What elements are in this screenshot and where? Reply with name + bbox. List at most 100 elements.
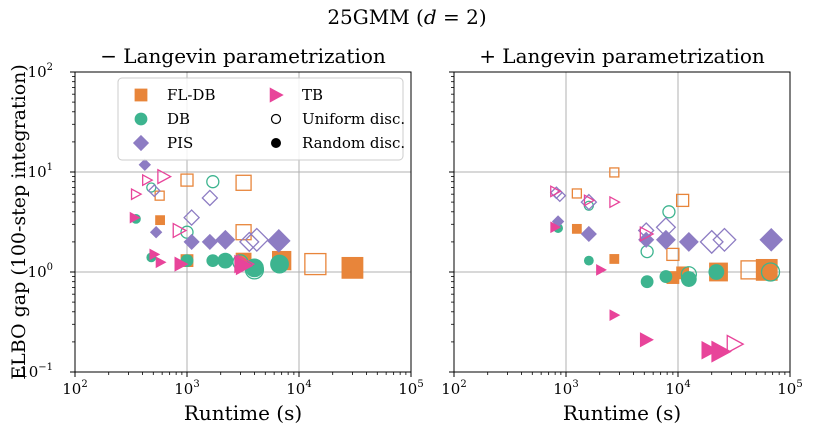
point-tb-random [596,264,607,276]
point-pis-random [201,233,218,250]
point-fl-db-uniform [571,188,583,199]
y-tick-label: 100 [28,262,53,281]
point-pis-uniform [244,227,269,252]
right-markers [549,167,784,363]
point-pis-uniform [183,209,201,227]
legend-tb-icon [269,87,284,103]
legend-label-uniform-disc: Uniform disc. [302,110,405,128]
point-tb-uniform [237,254,256,274]
point-db-uniform [180,225,194,239]
point-tb-uniform [172,222,188,239]
point-fl-db-uniform [235,174,252,191]
point-fl-db-random [571,223,582,234]
y-tick-label: 101 [28,162,53,181]
point-db-random [270,254,289,274]
y-tick-label: 10−1 [19,362,53,381]
right-panel-title: + Langevin parametrization [479,44,765,68]
x-tick-label: 105 [398,379,423,398]
point-pis-random [183,233,200,250]
x-tick-label: 105 [777,379,802,398]
ylabel: ELBO gap (100-step integration) [8,64,30,380]
point-pis-uniform [580,193,598,211]
point-tb-random [129,211,141,224]
x-tick-label: 104 [665,379,690,398]
left-axes-frame [74,71,412,373]
point-fl-db-uniform [180,173,194,187]
x-tick-label: 103 [553,379,578,398]
point-tb-random [149,248,161,261]
point-pis-random [138,158,151,172]
right-xlabel: Runtime (s) [563,401,681,425]
point-db-random [680,271,697,287]
x-tick-label: 104 [286,379,311,398]
x-tick-label: 103 [174,379,199,398]
point-tb-random [550,221,562,234]
point-tb-uniform [583,194,596,207]
point-db-random [206,254,220,268]
point-pis-random [580,225,597,243]
x-tick-label: 102 [441,379,466,398]
point-pis-uniform [147,184,161,198]
y-tick-label: 102 [28,62,53,81]
legend: FL-DB TB DB Uniform disc. PIS Random disc. [117,77,405,161]
point-tb-random [155,256,167,269]
legend-label-random-disc: Random disc. [302,134,405,152]
point-pis-random [266,229,291,253]
point-pis-random [215,229,236,250]
right-panel: + Langevin parametrization 102 103 104 105 … [441,44,802,425]
left-xlabel: Runtime (s) [184,401,302,425]
point-fl-db-uniform [304,252,327,276]
point-tb-random [235,256,254,276]
legend-frame [117,77,404,161]
legend-db-icon [134,112,148,126]
point-db-random [217,252,234,269]
point-tb-random [609,309,621,322]
point-db-uniform [640,244,654,259]
point-pis-uniform [699,229,724,255]
point-tb-uniform [609,195,621,209]
point-fl-db-uniform [235,224,252,241]
point-db-uniform [662,205,676,219]
legend-random-icon [271,138,281,148]
left-panel: − Langevin parametrization 102 103 104 1051… [8,44,424,425]
point-tb-uniform [130,187,143,201]
point-tb-random [174,256,189,272]
point-db-random [659,270,673,283]
legend-label-db: DB [167,110,190,128]
point-pis-uniform [239,231,260,253]
point-tb-uniform [639,225,655,242]
point-fl-db-random [155,215,165,226]
point-pis-random [678,231,699,252]
point-pis-random [655,229,676,250]
point-pis-random [149,226,163,239]
point-fl-db-uniform [675,193,690,208]
point-fl-db-uniform [154,190,165,201]
legend-pis-icon [132,134,150,152]
point-tb-random [701,340,719,360]
right-ticks: 102 103 104 105 [441,71,803,398]
right-axes-frame [453,71,791,373]
point-fl-db-random [341,256,364,279]
point-db-uniform [680,266,698,283]
x-tick-label: 102 [62,379,87,398]
point-fl-db-uniform [666,247,680,262]
point-pis-uniform [201,189,219,207]
point-fl-db-uniform [609,167,620,178]
point-db-random [583,255,594,266]
point-pis-random [759,227,784,252]
point-db-random [708,264,725,280]
point-tb-uniform [550,185,562,198]
legend-label-fl-db: FL-DB [167,86,216,104]
point-db-uniform [206,175,220,189]
point-fl-db-random [755,258,778,281]
figure-suptitle: 25GMM (d = 2) [327,5,486,29]
point-db-uniform [760,262,781,282]
point-tb-random [711,340,732,363]
left-ticks: 102 103 104 105 10−1 100 101 102 [19,62,424,398]
point-fl-db-random [609,254,620,264]
right-grid [454,72,790,372]
point-tb-uniform [142,173,154,187]
left-panel-title: − Langevin parametrization [100,44,386,68]
point-db-random [640,275,654,289]
